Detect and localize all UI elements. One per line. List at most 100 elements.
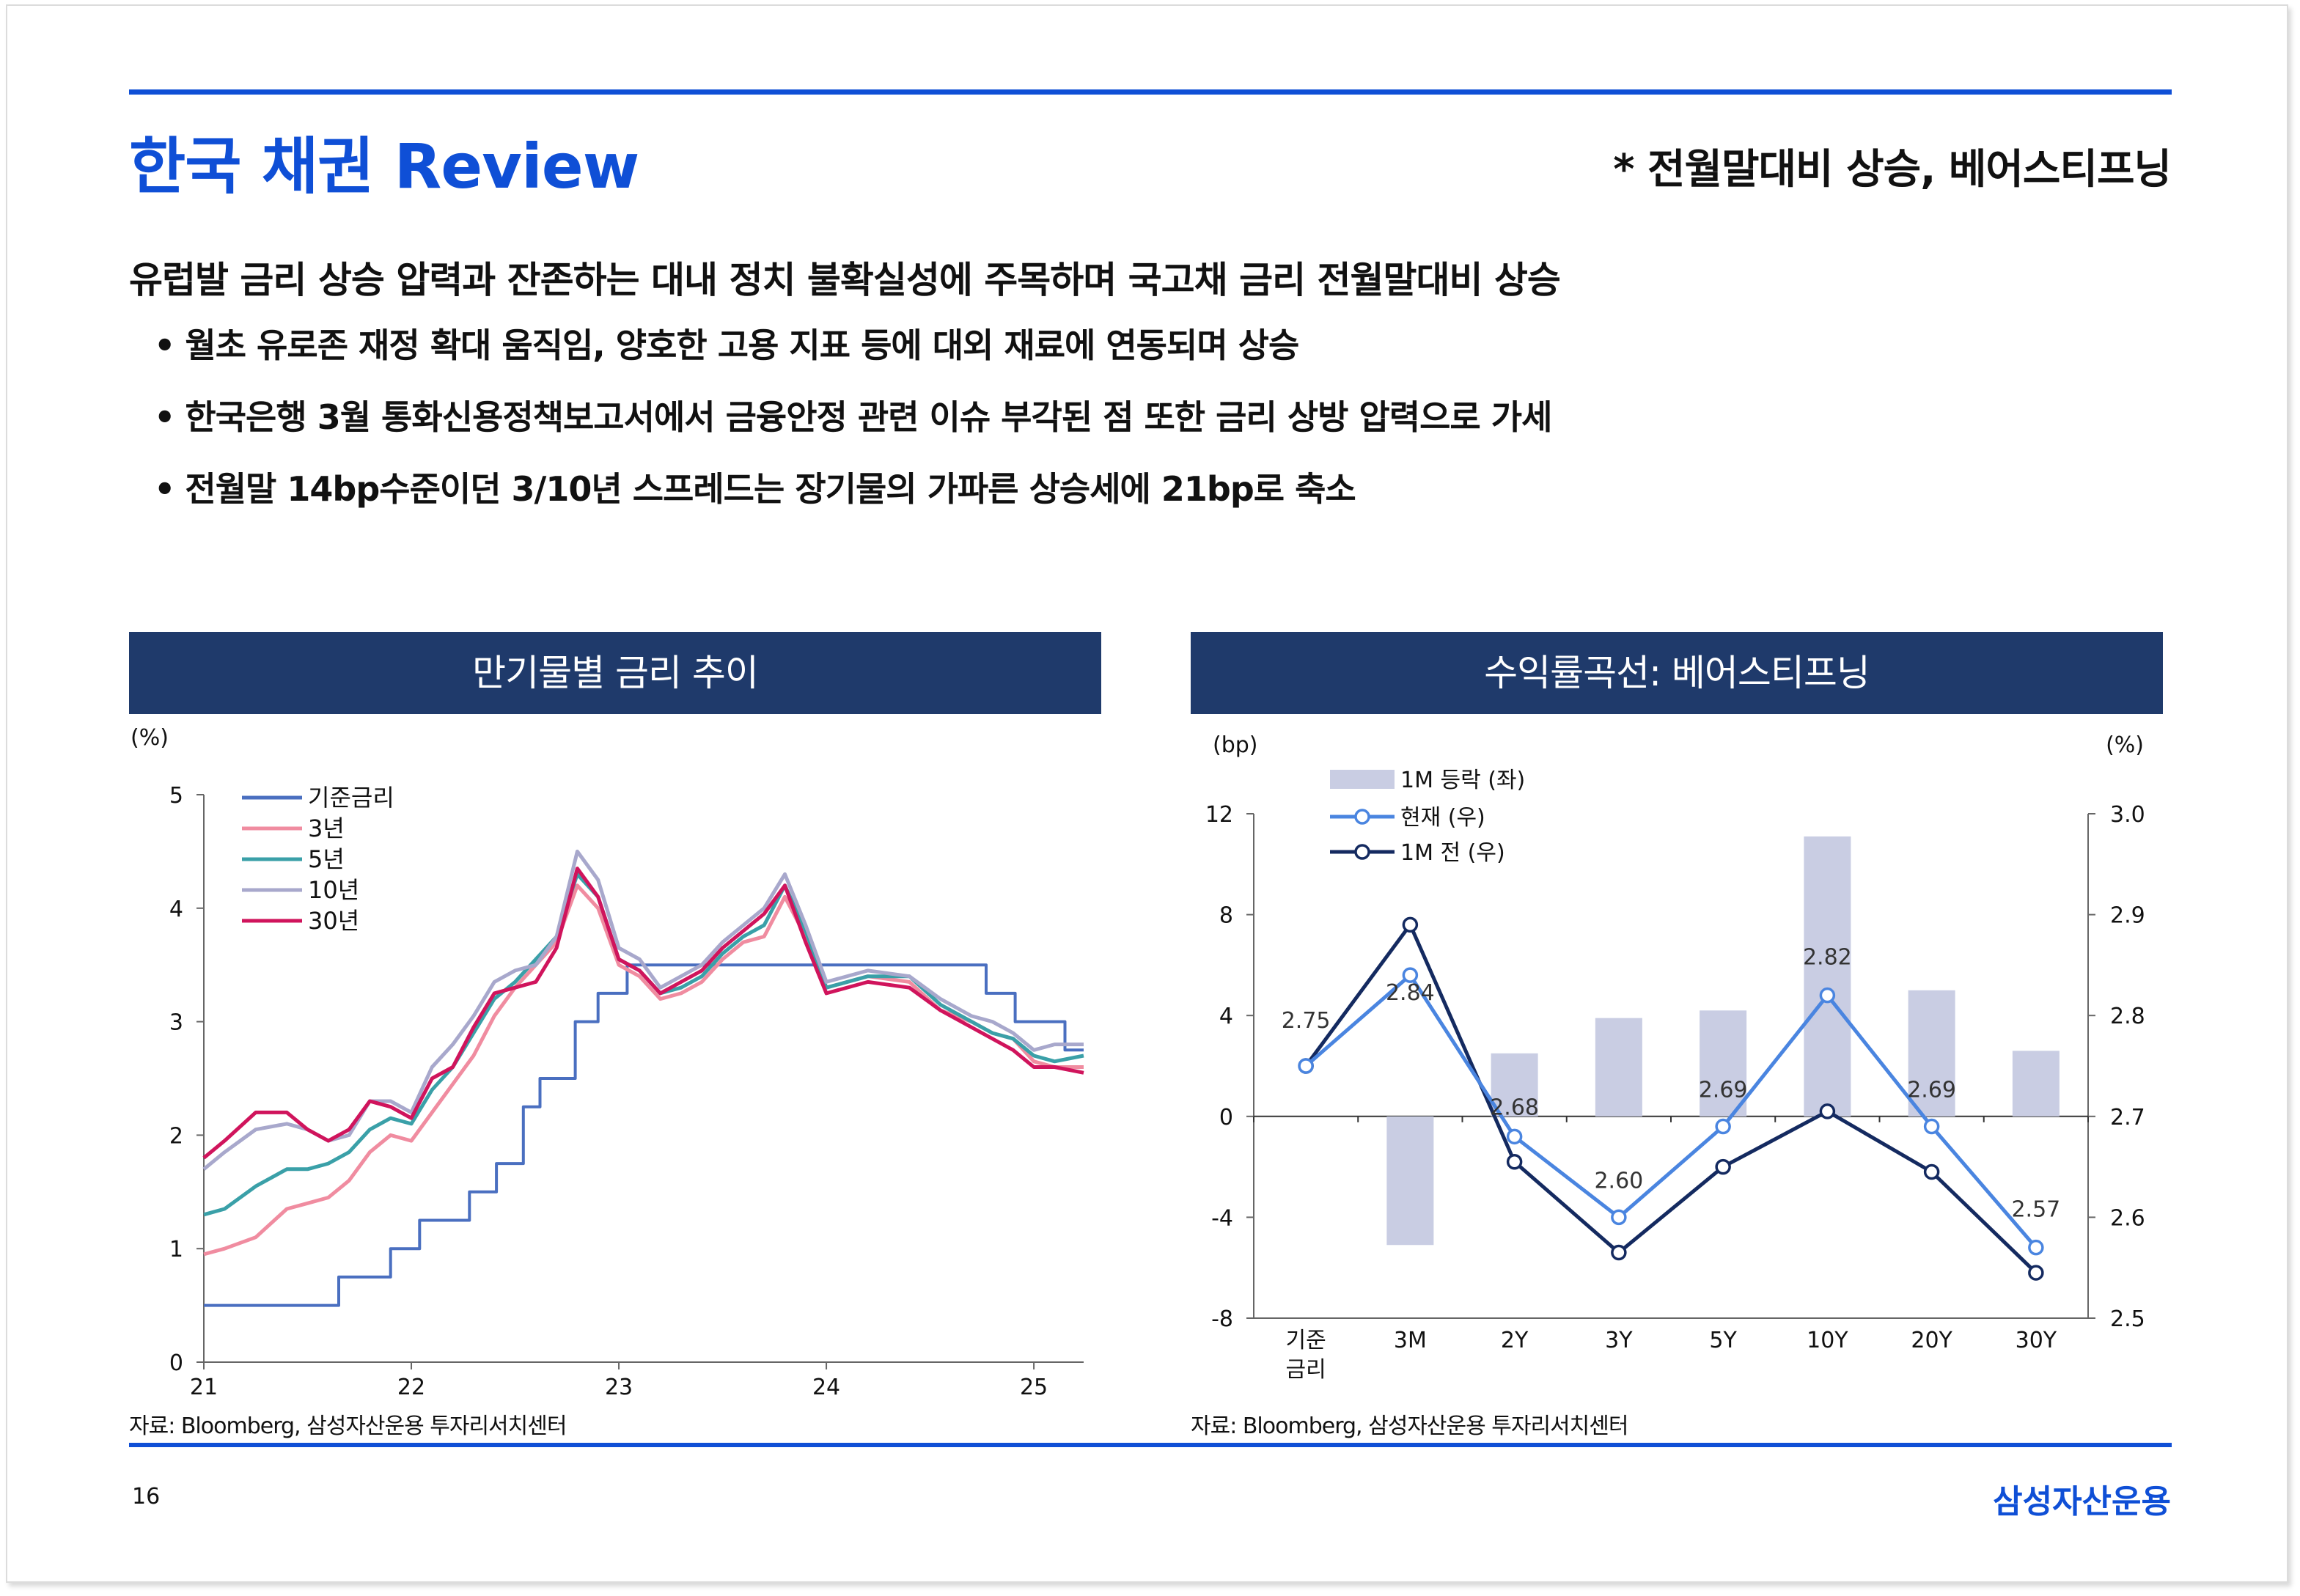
legend-label: 1M 전 (우) bbox=[1400, 840, 1505, 866]
legend-label: 30년 bbox=[308, 907, 359, 935]
left-tick-label: 4 bbox=[1219, 1004, 1233, 1029]
headline: 유럽발 금리 상승 압력과 잔존하는 대내 정치 불확실성에 주목하며 국고채 … bbox=[129, 259, 1561, 301]
right-tick-label: 3.0 bbox=[2110, 802, 2145, 828]
legend-label: 현재 (우) bbox=[1400, 805, 1485, 831]
point-prev-month bbox=[1923, 1163, 1940, 1180]
legend-label: 1M 등락 (좌) bbox=[1400, 768, 1525, 793]
page-title: 한국 채권 Review bbox=[129, 130, 639, 202]
bar-change bbox=[2012, 1051, 2060, 1117]
category-label: 20Y bbox=[1911, 1328, 1952, 1353]
point-current bbox=[1611, 1209, 1627, 1226]
bottom-rule bbox=[129, 1443, 2172, 1447]
y-tick-label: 5 bbox=[169, 783, 183, 809]
point-prev-month bbox=[1611, 1244, 1627, 1261]
right-tick-label: 2.9 bbox=[2110, 903, 2145, 929]
bar-change bbox=[1491, 1053, 1538, 1117]
page-subtitle: * 전월말대비 상승, 베어스티프닝 bbox=[1613, 146, 2172, 194]
point-current bbox=[1715, 1118, 1731, 1135]
y-tick-label: 0 bbox=[169, 1350, 183, 1376]
category-label: 기준 bbox=[1286, 1328, 1326, 1353]
y-tick-label: 1 bbox=[169, 1237, 183, 1262]
y-tick-label: 2 bbox=[169, 1123, 183, 1149]
bar-change bbox=[1908, 990, 1955, 1117]
right-axis-unit: (%) bbox=[2106, 732, 2144, 758]
point-current bbox=[2028, 1239, 2044, 1256]
x-tick-label: 24 bbox=[812, 1375, 840, 1400]
point-prev-month bbox=[1506, 1153, 1523, 1170]
category-label: 금리 bbox=[1286, 1357, 1326, 1383]
point-prev-month bbox=[1819, 1103, 1836, 1119]
bullet-item: 한국은행 3월 통화신용정책보고서에서 금융안정 관련 이슈 부각된 점 또한 … bbox=[154, 394, 1552, 466]
x-tick-label: 22 bbox=[397, 1375, 425, 1400]
bar-change bbox=[1804, 836, 1851, 1117]
y-tick-label: 4 bbox=[169, 897, 183, 922]
x-tick-label: 23 bbox=[605, 1375, 633, 1400]
left-chart-source: 자료: Bloomberg, 삼성자산운용 투자리서치센터 bbox=[129, 1413, 567, 1439]
data-label: 2.69 bbox=[1699, 1078, 1748, 1103]
right-tick-label: 2.7 bbox=[2110, 1105, 2145, 1130]
point-current bbox=[1506, 1128, 1523, 1145]
point-prev-month bbox=[1402, 916, 1419, 933]
point-current bbox=[1298, 1058, 1314, 1074]
category-label: 2Y bbox=[1501, 1328, 1529, 1353]
legend-label: 10년 bbox=[308, 876, 359, 904]
brand-logo-text: 삼성자산운용 bbox=[1993, 1483, 2171, 1520]
data-label: 2.68 bbox=[1490, 1095, 1539, 1120]
bullet-list: 월초 유로존 재정 확대 움직임, 양호한 고용 지표 등에 대외 재료에 연동… bbox=[154, 323, 1552, 538]
right-chart-source: 자료: Bloomberg, 삼성자산운용 투자리서치센터 bbox=[1191, 1413, 1628, 1439]
left-tick-label: 8 bbox=[1219, 903, 1233, 929]
data-label: 2.84 bbox=[1386, 980, 1435, 1006]
line-current bbox=[1304, 973, 2038, 1249]
left-tick-label: 12 bbox=[1205, 802, 1233, 828]
page-number: 16 bbox=[132, 1484, 161, 1509]
legend-marker bbox=[1354, 809, 1370, 825]
category-label: 3Y bbox=[1605, 1328, 1633, 1353]
right-tick-label: 2.8 bbox=[2110, 1004, 2145, 1029]
point-prev-month bbox=[2028, 1265, 2044, 1281]
point-current bbox=[1923, 1118, 1940, 1135]
data-label: 2.75 bbox=[1282, 1008, 1331, 1034]
bullet-item: 월초 유로존 재정 확대 움직임, 양호한 고용 지표 등에 대외 재료에 연동… bbox=[154, 323, 1551, 394]
bar-change bbox=[1386, 1116, 1434, 1246]
series-line-5 bbox=[202, 867, 1084, 1160]
bar-change bbox=[1700, 1010, 1747, 1117]
series-line-1 bbox=[204, 963, 1084, 1307]
data-label: 2.69 bbox=[1907, 1078, 1956, 1103]
legend-label: 3년 bbox=[308, 814, 345, 842]
legend-swatch-bar bbox=[1330, 770, 1395, 789]
left-axis-unit: (bp) bbox=[1213, 732, 1258, 758]
y-tick-label: 3 bbox=[169, 1010, 183, 1036]
legend-marker bbox=[1354, 844, 1370, 860]
y-axis-unit: (%) bbox=[131, 725, 169, 751]
legend-label: 기준금리 bbox=[308, 784, 394, 812]
right-tick-label: 2.5 bbox=[2110, 1306, 2145, 1332]
slide-frame bbox=[6, 4, 2288, 1583]
left-tick-label: -4 bbox=[1211, 1205, 1233, 1231]
category-label: 10Y bbox=[1807, 1328, 1848, 1353]
bar-change bbox=[1595, 1018, 1642, 1117]
series-line-2 bbox=[203, 883, 1084, 1257]
data-label: 2.57 bbox=[2011, 1197, 2060, 1223]
category-label: 5Y bbox=[1709, 1328, 1737, 1353]
x-tick-label: 21 bbox=[190, 1375, 218, 1400]
category-label: 3M bbox=[1394, 1328, 1427, 1353]
point-current bbox=[1402, 967, 1419, 983]
series-line-4 bbox=[202, 849, 1084, 1171]
yield-curve-chart: (bp) (%) -8 -4 0 4 8 12 2.5 2.6 2.7 2.8 2.9 3.0 2.75 2.… bbox=[1205, 732, 2145, 1383]
left-chart-header: 만기물별 금리 추이 bbox=[129, 632, 1101, 714]
category-label: 30Y bbox=[2016, 1328, 2057, 1353]
data-label: 2.60 bbox=[1594, 1168, 1643, 1194]
point-prev-month bbox=[1715, 1158, 1731, 1175]
top-rule bbox=[129, 89, 2172, 95]
x-tick-label: 25 bbox=[1020, 1375, 1048, 1400]
right-chart-header: 수익률곡선: 베어스티프닝 bbox=[1191, 632, 2163, 714]
point-current bbox=[1819, 987, 1836, 1004]
left-tick-label: -8 bbox=[1211, 1306, 1233, 1332]
data-label: 2.82 bbox=[1803, 945, 1852, 971]
left-tick-label: 0 bbox=[1219, 1105, 1233, 1130]
legend-label: 5년 bbox=[308, 845, 345, 873]
line-prev-month bbox=[1304, 922, 2038, 1274]
bullet-item: 전월말 14bp수준이던 3/10년 스프레드는 장기물의 가파른 상승세에 2… bbox=[154, 466, 1551, 538]
right-tick-label: 2.6 bbox=[2110, 1205, 2145, 1231]
